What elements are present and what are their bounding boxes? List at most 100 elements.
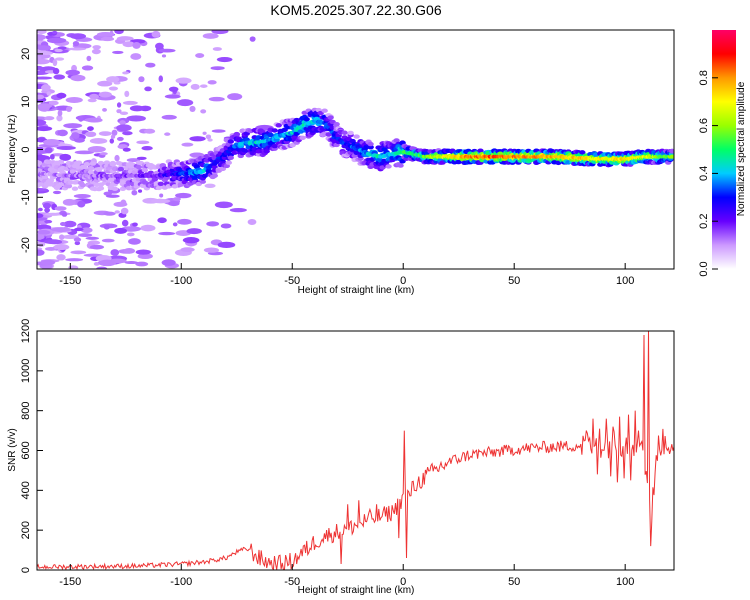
noise-cell — [37, 65, 44, 70]
noise-cell — [37, 187, 49, 192]
noise-cell — [74, 241, 81, 246]
noise-cell — [132, 41, 141, 49]
colorbar: 0.0 0.2 0.4 0.6 0.8 Normalized spectral ampl… — [698, 30, 747, 277]
noise-cell — [120, 207, 129, 215]
noise-cell — [119, 120, 126, 126]
noise-cell — [229, 208, 247, 213]
noise-cell — [208, 96, 225, 102]
x-tick-label: 100 — [616, 576, 634, 588]
noise-cell — [177, 218, 192, 225]
noise-cell — [103, 211, 116, 216]
noise-cell — [61, 234, 80, 239]
noise-cell — [141, 146, 153, 151]
snr-plot-area — [37, 331, 674, 570]
noise-cell — [114, 210, 120, 214]
noise-cell — [116, 36, 134, 41]
noise-cell — [119, 111, 129, 116]
noise-cell — [111, 129, 118, 136]
noise-cell — [56, 254, 66, 261]
ridge-cell — [299, 135, 306, 141]
noise-cell — [77, 200, 86, 208]
colorbar-tick-label: 0.4 — [698, 166, 710, 181]
noise-cell — [168, 201, 180, 207]
noise-cell — [52, 190, 62, 195]
noise-cell — [56, 145, 76, 150]
noise-cell — [109, 138, 115, 144]
ridge-cell — [199, 179, 206, 184]
noise-cell — [164, 132, 171, 136]
snr-series — [37, 331, 674, 570]
noise-cell — [68, 47, 86, 51]
noise-cell — [199, 84, 208, 88]
noise-cell — [89, 244, 105, 250]
ridge-cell — [225, 160, 232, 165]
noise-cell — [249, 36, 256, 42]
noise-cell — [85, 131, 97, 137]
noise-cell — [44, 147, 53, 154]
colorbar-tick-label: 0.2 — [698, 214, 710, 229]
noise-cell — [200, 109, 207, 114]
ridge-cell — [267, 132, 274, 138]
ridge-cell — [151, 177, 159, 182]
noise-cell — [102, 107, 107, 112]
noise-cell — [216, 56, 233, 63]
colorbar-tick-label: 0.8 — [698, 70, 710, 85]
noise-cell — [189, 136, 206, 142]
ridge-cell — [65, 183, 73, 189]
noise-cell — [202, 33, 219, 39]
noise-cell — [110, 134, 116, 139]
noise-cell — [106, 76, 120, 83]
noise-cell — [73, 237, 82, 242]
noise-cell — [87, 146, 106, 153]
noise-cell — [214, 201, 233, 209]
ridge-cell — [163, 175, 171, 181]
noise-cell — [93, 262, 100, 266]
noise-cell — [129, 39, 146, 44]
noise-cell — [57, 109, 63, 117]
ridge-cell — [273, 137, 280, 143]
ridge-cell — [89, 161, 97, 166]
noise-cell — [105, 194, 120, 198]
ridge-cell — [69, 169, 77, 174]
x-tick-label: 50 — [508, 576, 520, 588]
colorbar-gradient — [712, 30, 736, 269]
noise-cell — [47, 239, 63, 245]
ridge-cell — [263, 149, 270, 154]
noise-cell — [37, 230, 51, 235]
spectrogram-marks — [37, 30, 674, 269]
snr-line — [37, 331, 674, 570]
ridge-cell — [281, 127, 288, 133]
noise-cell — [168, 86, 179, 92]
noise-cell — [80, 227, 93, 234]
noise-cell — [73, 227, 84, 232]
ridge-cell — [367, 144, 374, 150]
noise-cell — [227, 93, 243, 101]
spectrogram-x-ticks: -150 -100 -50 0 50 100 — [59, 263, 634, 287]
ridge-cell — [341, 130, 348, 135]
noise-cell — [114, 227, 128, 234]
ridge-cell — [109, 162, 117, 167]
ridge-cell — [233, 131, 240, 137]
noise-cell — [117, 144, 129, 150]
noise-cell — [144, 86, 152, 92]
ridge-cell — [171, 184, 179, 189]
noise-cell — [89, 93, 99, 100]
noise-cell — [207, 80, 217, 85]
noise-cell — [97, 80, 113, 87]
noise-cell — [120, 199, 127, 206]
noise-cell — [92, 45, 101, 50]
noise-cell — [96, 32, 115, 37]
noise-cell — [37, 126, 53, 132]
noise-cell — [69, 33, 87, 40]
noise-cell — [122, 147, 131, 152]
ridge-cell — [107, 177, 115, 183]
x-tick-label: -100 — [170, 576, 192, 588]
noise-cell — [48, 100, 59, 106]
noise-cell — [37, 76, 53, 80]
colorbar-label: Normalized spectral amplitude — [736, 81, 747, 216]
noise-cell — [155, 42, 164, 50]
spectrogram-y-label: Frequency (Hz) — [7, 115, 18, 184]
ridge-cell — [393, 138, 400, 143]
snr-x-ticks: -150 -100 -50 0 50 100 — [59, 564, 634, 588]
noise-cell — [110, 249, 120, 256]
